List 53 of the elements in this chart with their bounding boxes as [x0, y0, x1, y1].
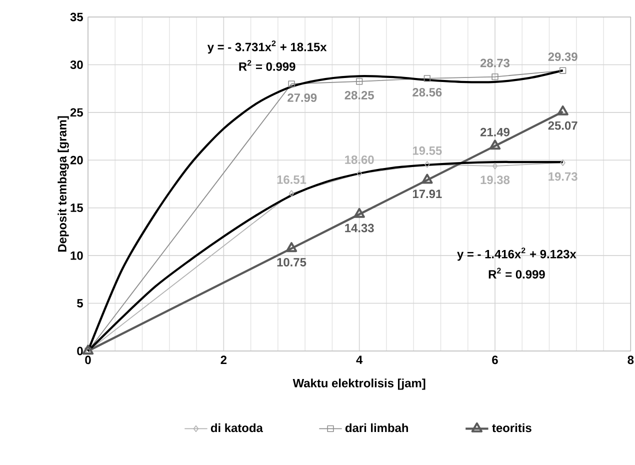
point	[492, 74, 498, 80]
point	[82, 344, 94, 355]
point	[492, 162, 498, 170]
point	[354, 208, 365, 218]
data-label: 28.25	[344, 90, 374, 100]
point	[422, 174, 433, 184]
y-tick-label: 5	[77, 299, 83, 308]
x-tick-label: 8	[628, 356, 634, 364]
data-label: 14.33	[345, 224, 374, 232]
data-label: 27.99	[288, 93, 317, 102]
data-label: 18.60	[345, 155, 374, 164]
point	[489, 140, 501, 150]
y-tick-label: 20	[70, 156, 83, 164]
data-label: 16.51	[277, 175, 306, 184]
y-tick-label: 35	[70, 12, 83, 22]
data-label: 10.75	[277, 258, 306, 266]
annotation: y = - 3.731x$^{2}$ + 18.15x	[207, 40, 327, 54]
y-tick-label: 10	[70, 251, 83, 260]
y-axis-title: Deposit tembaga [gram]	[58, 116, 69, 252]
data-label: 17.91	[412, 190, 442, 198]
point	[288, 80, 295, 88]
annotation: R$^{2}$ = 0.999	[239, 60, 296, 71]
y-tick-label: 30	[70, 60, 83, 69]
x-tick-label: 4	[356, 356, 363, 364]
x-tick-label: 0	[85, 356, 91, 364]
annotation: y = - 1.416x$^{2}$ + 9.123x	[457, 248, 576, 261]
point	[356, 78, 363, 85]
data-label: 28.56	[412, 88, 442, 96]
point	[288, 190, 294, 197]
data-label: 19.55	[412, 146, 442, 155]
point	[560, 67, 566, 74]
point	[424, 75, 430, 82]
point	[560, 159, 566, 166]
point	[356, 170, 362, 177]
point	[424, 161, 430, 168]
data-label: 25.07	[548, 121, 578, 130]
data-label: 19.38	[480, 176, 510, 184]
x-tick-label: 2	[220, 356, 227, 364]
data-label: 21.49	[480, 128, 510, 136]
legend-label: teoritis	[492, 423, 532, 432]
y-tick-label: 25	[70, 108, 83, 117]
data-label: 28.73	[480, 58, 510, 68]
legend-label: dari limbah	[345, 423, 408, 432]
data-label: 19.73	[548, 172, 578, 181]
x-axis-title: Waktu elektrolisis [jam]	[292, 378, 426, 390]
point	[557, 105, 568, 116]
y-tick-label: 0	[77, 346, 83, 356]
legend-label: di katoda	[210, 423, 263, 432]
x-tick-label: 6	[492, 356, 498, 364]
point	[286, 242, 298, 252]
annotation: R$^{2}$ = 0.999	[488, 268, 545, 279]
data-label: 29.39	[548, 52, 578, 61]
y-tick-label: 15	[70, 204, 83, 212]
